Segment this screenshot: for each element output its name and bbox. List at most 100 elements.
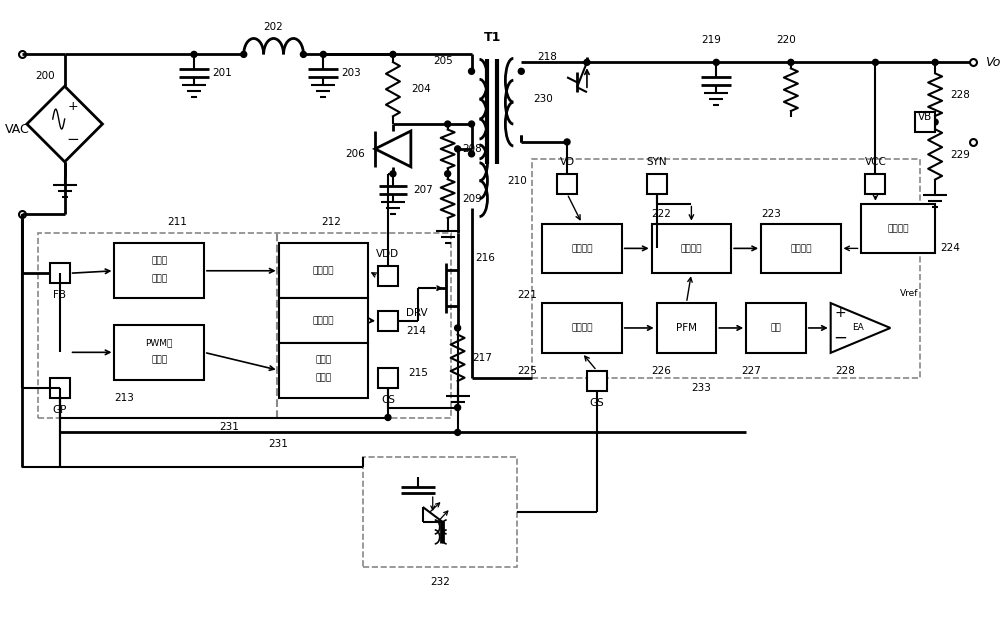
Bar (378, 266, 398, 286)
Circle shape (872, 59, 878, 66)
Text: PWM控: PWM控 (145, 338, 173, 347)
Text: 233: 233 (691, 383, 711, 393)
Text: FB: FB (53, 290, 66, 300)
Bar (746, 303, 806, 353)
Text: 制电路: 制电路 (151, 274, 167, 283)
Circle shape (300, 51, 306, 57)
Bar (652, 224, 731, 273)
Text: 218: 218 (537, 52, 557, 62)
Bar (915, 112, 935, 132)
Text: 232: 232 (430, 577, 450, 586)
Text: EA: EA (852, 323, 864, 332)
Circle shape (932, 119, 938, 125)
Text: Vo: Vo (985, 56, 1000, 69)
Text: 200: 200 (35, 71, 54, 81)
Text: Vref: Vref (900, 289, 919, 298)
Circle shape (455, 146, 461, 152)
Circle shape (518, 68, 524, 75)
Circle shape (445, 171, 451, 177)
Bar (378, 311, 398, 331)
Circle shape (932, 59, 938, 66)
Text: 201: 201 (212, 68, 232, 78)
Circle shape (445, 121, 451, 127)
Circle shape (320, 51, 326, 57)
Circle shape (455, 404, 461, 410)
Text: 恒流控: 恒流控 (151, 257, 167, 266)
Text: 228: 228 (836, 366, 856, 376)
Circle shape (584, 59, 590, 66)
Bar (363, 457, 517, 566)
Text: CS: CS (381, 395, 395, 404)
Circle shape (390, 171, 396, 177)
Polygon shape (375, 131, 411, 167)
Text: VB: VB (918, 112, 932, 122)
Text: 逻辑处: 逻辑处 (315, 356, 331, 365)
Bar (865, 174, 885, 194)
Text: 210: 210 (507, 176, 527, 186)
Text: VAC: VAC (5, 123, 29, 136)
Text: 221: 221 (517, 290, 537, 300)
Circle shape (469, 68, 475, 75)
Text: VD: VD (559, 157, 575, 167)
Circle shape (241, 51, 247, 57)
Circle shape (788, 59, 794, 66)
Text: +: + (67, 100, 78, 113)
Text: −: − (66, 132, 79, 147)
Text: 隔离驱动: 隔离驱动 (571, 323, 593, 332)
Circle shape (455, 325, 461, 331)
Text: 228: 228 (950, 90, 970, 100)
Text: 222: 222 (652, 208, 671, 219)
Text: PFM: PFM (676, 323, 697, 333)
Text: 205: 205 (433, 57, 453, 66)
Bar (647, 174, 667, 194)
Bar (378, 368, 398, 388)
Text: 215: 215 (408, 368, 428, 377)
Text: 同步驱动: 同步驱动 (790, 244, 812, 253)
Text: 224: 224 (940, 244, 960, 253)
Circle shape (469, 151, 475, 157)
Text: 制电路: 制电路 (151, 356, 167, 365)
Circle shape (191, 51, 197, 57)
Polygon shape (27, 86, 102, 162)
Text: −: − (834, 329, 848, 347)
Text: 231: 231 (269, 439, 288, 449)
Text: +: + (835, 306, 846, 320)
Bar (761, 224, 841, 273)
Text: GP: GP (53, 404, 67, 415)
Text: 212: 212 (321, 217, 341, 226)
Bar (861, 204, 935, 253)
Text: 231: 231 (219, 422, 239, 433)
Text: 223: 223 (761, 208, 781, 219)
Text: 225: 225 (517, 366, 537, 376)
Text: 203: 203 (341, 68, 361, 78)
Bar (657, 303, 716, 353)
Text: 驱动电路: 驱动电路 (313, 316, 334, 325)
Text: 216: 216 (476, 253, 495, 264)
Text: T1: T1 (484, 31, 501, 44)
Text: 226: 226 (652, 366, 671, 376)
Bar (279, 343, 368, 397)
Circle shape (390, 51, 396, 57)
Text: 202: 202 (264, 21, 283, 32)
Bar (50, 263, 70, 283)
Bar (587, 371, 607, 391)
Text: 204: 204 (411, 84, 431, 95)
Text: 214: 214 (406, 326, 426, 336)
Text: 217: 217 (473, 353, 492, 363)
Bar (279, 298, 368, 343)
Text: DRV: DRV (406, 308, 428, 318)
Bar (532, 159, 920, 377)
Text: 211: 211 (167, 217, 187, 226)
Circle shape (455, 430, 461, 435)
Circle shape (713, 59, 719, 66)
Text: 同步逻辑: 同步逻辑 (681, 244, 702, 253)
Text: 206: 206 (345, 149, 365, 159)
Bar (50, 377, 70, 397)
Text: 229: 229 (950, 150, 970, 160)
Text: 209: 209 (463, 194, 482, 204)
Text: 219: 219 (701, 35, 721, 46)
Bar (38, 233, 451, 417)
Bar (114, 325, 204, 380)
Text: VCC: VCC (865, 157, 886, 167)
Circle shape (469, 121, 475, 127)
